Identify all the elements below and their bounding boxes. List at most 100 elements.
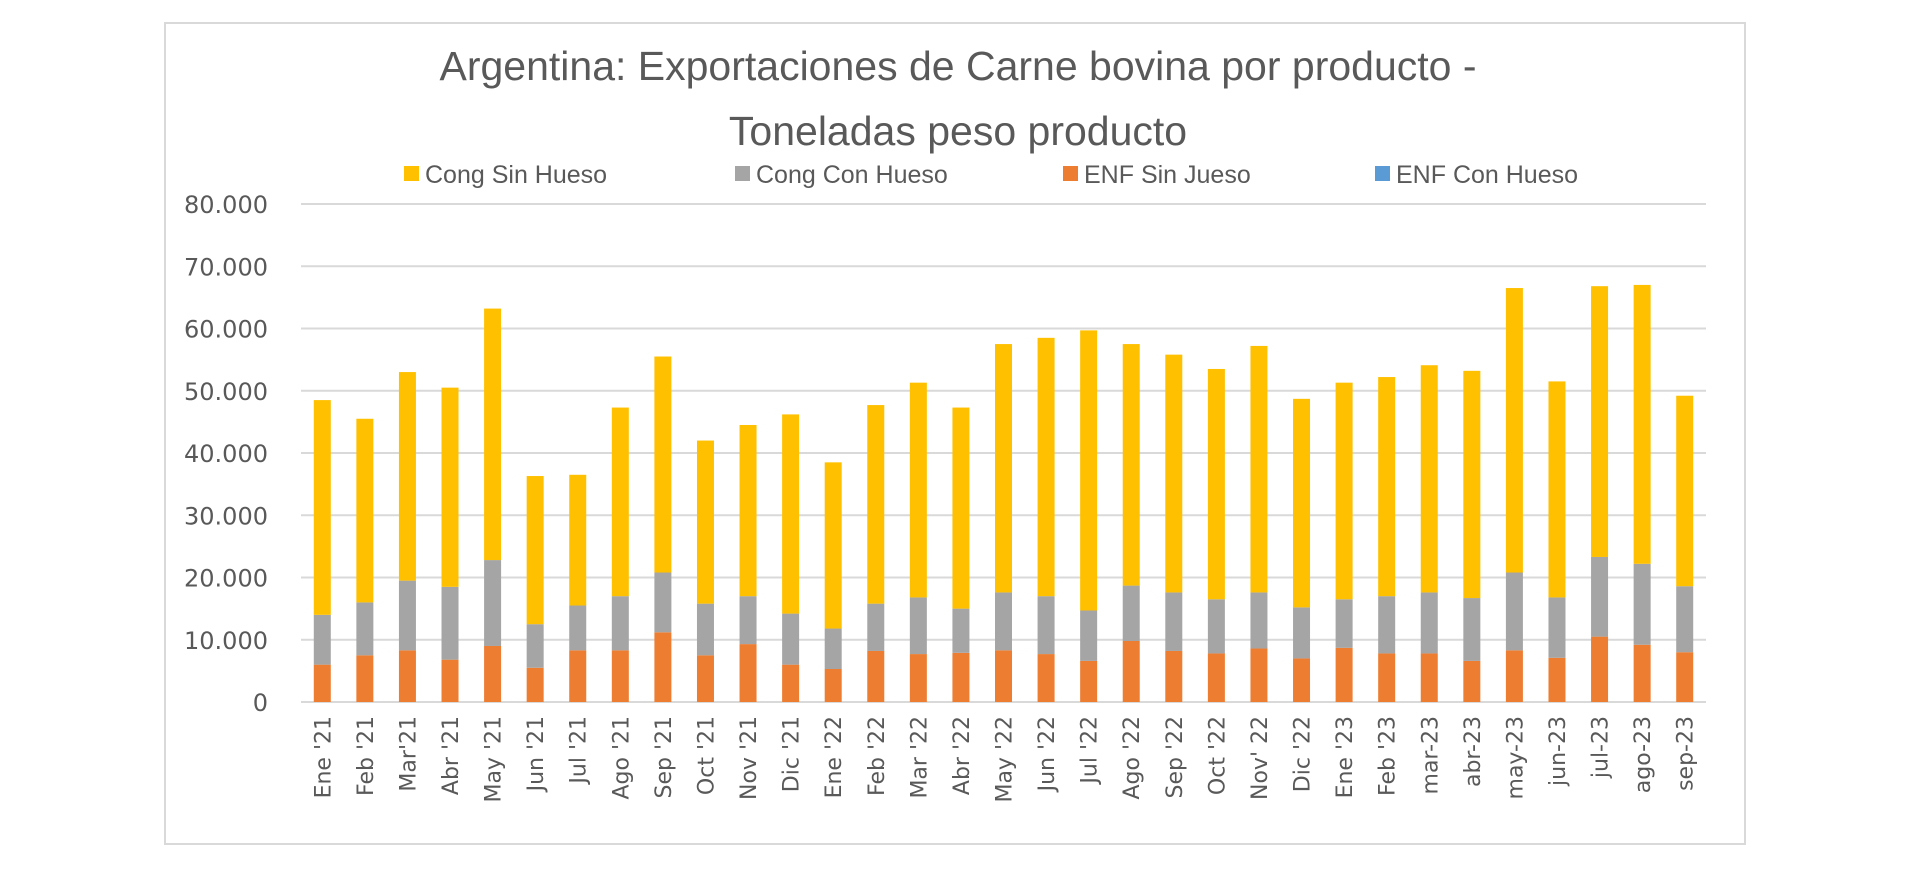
bar-segment-cong-sin-hueso [356, 418, 374, 603]
bar-segment-cong-sin-hueso [1122, 344, 1140, 586]
bar-stack [1207, 368, 1225, 702]
legend-item: Cong Con Hueso [735, 161, 948, 189]
y-tick-label: 10.000 [184, 627, 268, 655]
bar-segment-cong-sin-hueso [1250, 345, 1268, 593]
bar-segment-cong-con-hueso [782, 613, 800, 665]
bar-segment-enf-sin-jueso [1420, 653, 1438, 702]
bar-segment-cong-sin-hueso [1378, 377, 1396, 597]
bar-segment-enf-sin-jueso [696, 655, 714, 702]
x-tick-label: May '22 [993, 716, 1018, 803]
bar-segment-cong-con-hueso [1335, 599, 1353, 648]
x-tick-label: Ene '22 [822, 716, 847, 798]
bar-stack [356, 418, 374, 702]
bar-stack [1505, 288, 1523, 702]
bar-segment-enf-sin-jueso [654, 632, 672, 702]
bar-segment-enf-sin-jueso [1037, 654, 1055, 702]
bar-segment-cong-sin-hueso [1505, 288, 1523, 573]
x-tick-label: Ene '21 [311, 716, 336, 798]
bar-segment-cong-con-hueso [1165, 592, 1183, 651]
bar-segment-cong-con-hueso [995, 592, 1012, 651]
bar-segment-cong-sin-hueso [909, 382, 927, 598]
bar-segment-cong-sin-hueso [1463, 370, 1481, 599]
bar-segment-enf-sin-jueso [995, 650, 1012, 702]
chart-title-line-2: Toneladas peso producto [729, 108, 1187, 154]
bar-segment-enf-sin-jueso [782, 664, 800, 702]
bar-stack [569, 474, 587, 702]
legend-swatch [1063, 166, 1078, 181]
bar-stack [1080, 330, 1098, 702]
x-tick-label: Feb '21 [354, 716, 379, 796]
bar-stack [1165, 354, 1183, 702]
bar-segment-cong-sin-hueso [782, 414, 800, 614]
bar-segment-cong-sin-hueso [1335, 382, 1353, 600]
bar-segment-enf-sin-jueso [356, 655, 374, 702]
bar-segment-cong-con-hueso [313, 614, 331, 665]
bar-segment-cong-con-hueso [569, 605, 587, 651]
bar-segment-enf-sin-jueso [1505, 650, 1523, 702]
x-tick-label: Sep '21 [652, 716, 677, 799]
bar-stack [696, 440, 714, 702]
bar-segment-cong-con-hueso [1378, 596, 1396, 654]
x-tick-label: may-23 [1503, 716, 1528, 799]
x-tick-label: Abr '22 [950, 716, 975, 795]
bar-segment-enf-sin-jueso [526, 667, 544, 702]
x-tick-label: Feb '23 [1376, 716, 1401, 796]
bar-segment-cong-sin-hueso [313, 400, 331, 615]
legend-label: Cong Con Hueso [756, 161, 948, 189]
bar-stack [1676, 395, 1694, 702]
bar-segment-cong-sin-hueso [1633, 284, 1651, 564]
y-axis: 0 10.000 20.000 30.000 40.000 50.000 60.000 70.… [184, 191, 268, 717]
bar-segment-cong-con-hueso [739, 596, 757, 645]
x-tick-label: mar-23 [1418, 716, 1443, 794]
bar-segment-enf-sin-jueso [1250, 648, 1268, 702]
legend-swatch [404, 166, 419, 181]
x-tick-label: Abr '21 [439, 716, 464, 795]
bar-segment-cong-con-hueso [484, 560, 502, 646]
bar-stack [484, 308, 502, 702]
bar-segment-cong-sin-hueso [1676, 395, 1694, 587]
bar-segment-cong-con-hueso [909, 597, 927, 655]
x-tick-label: Ago '22 [1120, 716, 1145, 800]
bar-stack [909, 382, 927, 702]
x-tick-label: Jul '21 [567, 716, 592, 786]
y-tick-label: 60.000 [184, 316, 268, 344]
x-tick-label: Oct '22 [1205, 716, 1230, 795]
y-tick-label: 40.000 [184, 440, 268, 468]
bar-segment-cong-con-hueso [952, 608, 970, 653]
bar-segment-cong-con-hueso [824, 628, 842, 670]
x-tick-label: Dic '22 [1291, 716, 1316, 792]
bar-segment-enf-sin-jueso [611, 650, 629, 702]
x-axis: Ene '21 Feb '21 Mar'21 Abr '21 May '21 Jun '2… [311, 716, 1698, 803]
bar-segment-cong-con-hueso [1122, 585, 1140, 641]
y-tick-label: 30.000 [184, 502, 268, 530]
x-tick-label: Ene '23 [1333, 716, 1358, 798]
legend-label: ENF Sin Jueso [1084, 161, 1251, 189]
bar-segment-cong-con-hueso [1463, 598, 1481, 661]
bar-segment-cong-sin-hueso [611, 407, 629, 597]
legend: Cong Sin Hueso Cong Con Hueso ENF Sin Jues… [404, 161, 1578, 189]
legend-item: ENF Sin Jueso [1063, 161, 1251, 189]
bar-segment-cong-sin-hueso [1207, 368, 1225, 600]
y-tick-label: 70.000 [184, 253, 268, 281]
bar-segment-cong-sin-hueso [995, 344, 1012, 593]
x-tick-label: Jul '22 [1078, 716, 1103, 786]
bar-segment-enf-sin-jueso [1378, 653, 1396, 702]
bar-segment-enf-sin-jueso [1676, 652, 1694, 702]
bar-segment-enf-sin-jueso [739, 644, 757, 702]
bar-stack [1122, 344, 1140, 702]
bar-segment-cong-sin-hueso [654, 356, 672, 573]
chart-title-line-1: Argentina: Exportaciones de Carne bovina… [439, 43, 1476, 89]
bar-segment-cong-con-hueso [441, 586, 459, 660]
bar-segment-cong-con-hueso [1548, 597, 1566, 658]
bar-segment-enf-sin-jueso [398, 650, 416, 702]
bar-segment-enf-sin-jueso [441, 659, 459, 702]
bar-segment-cong-sin-hueso [1293, 398, 1311, 608]
bar-segment-cong-sin-hueso [824, 462, 842, 629]
bar-segment-enf-sin-jueso [952, 652, 970, 702]
x-tick-label: Jun '22 [1035, 716, 1060, 793]
bar-segment-cong-con-hueso [1420, 592, 1438, 654]
bar-stack [1591, 286, 1609, 702]
bar-segment-cong-con-hueso [356, 602, 374, 656]
bar-segment-cong-con-hueso [611, 596, 629, 651]
